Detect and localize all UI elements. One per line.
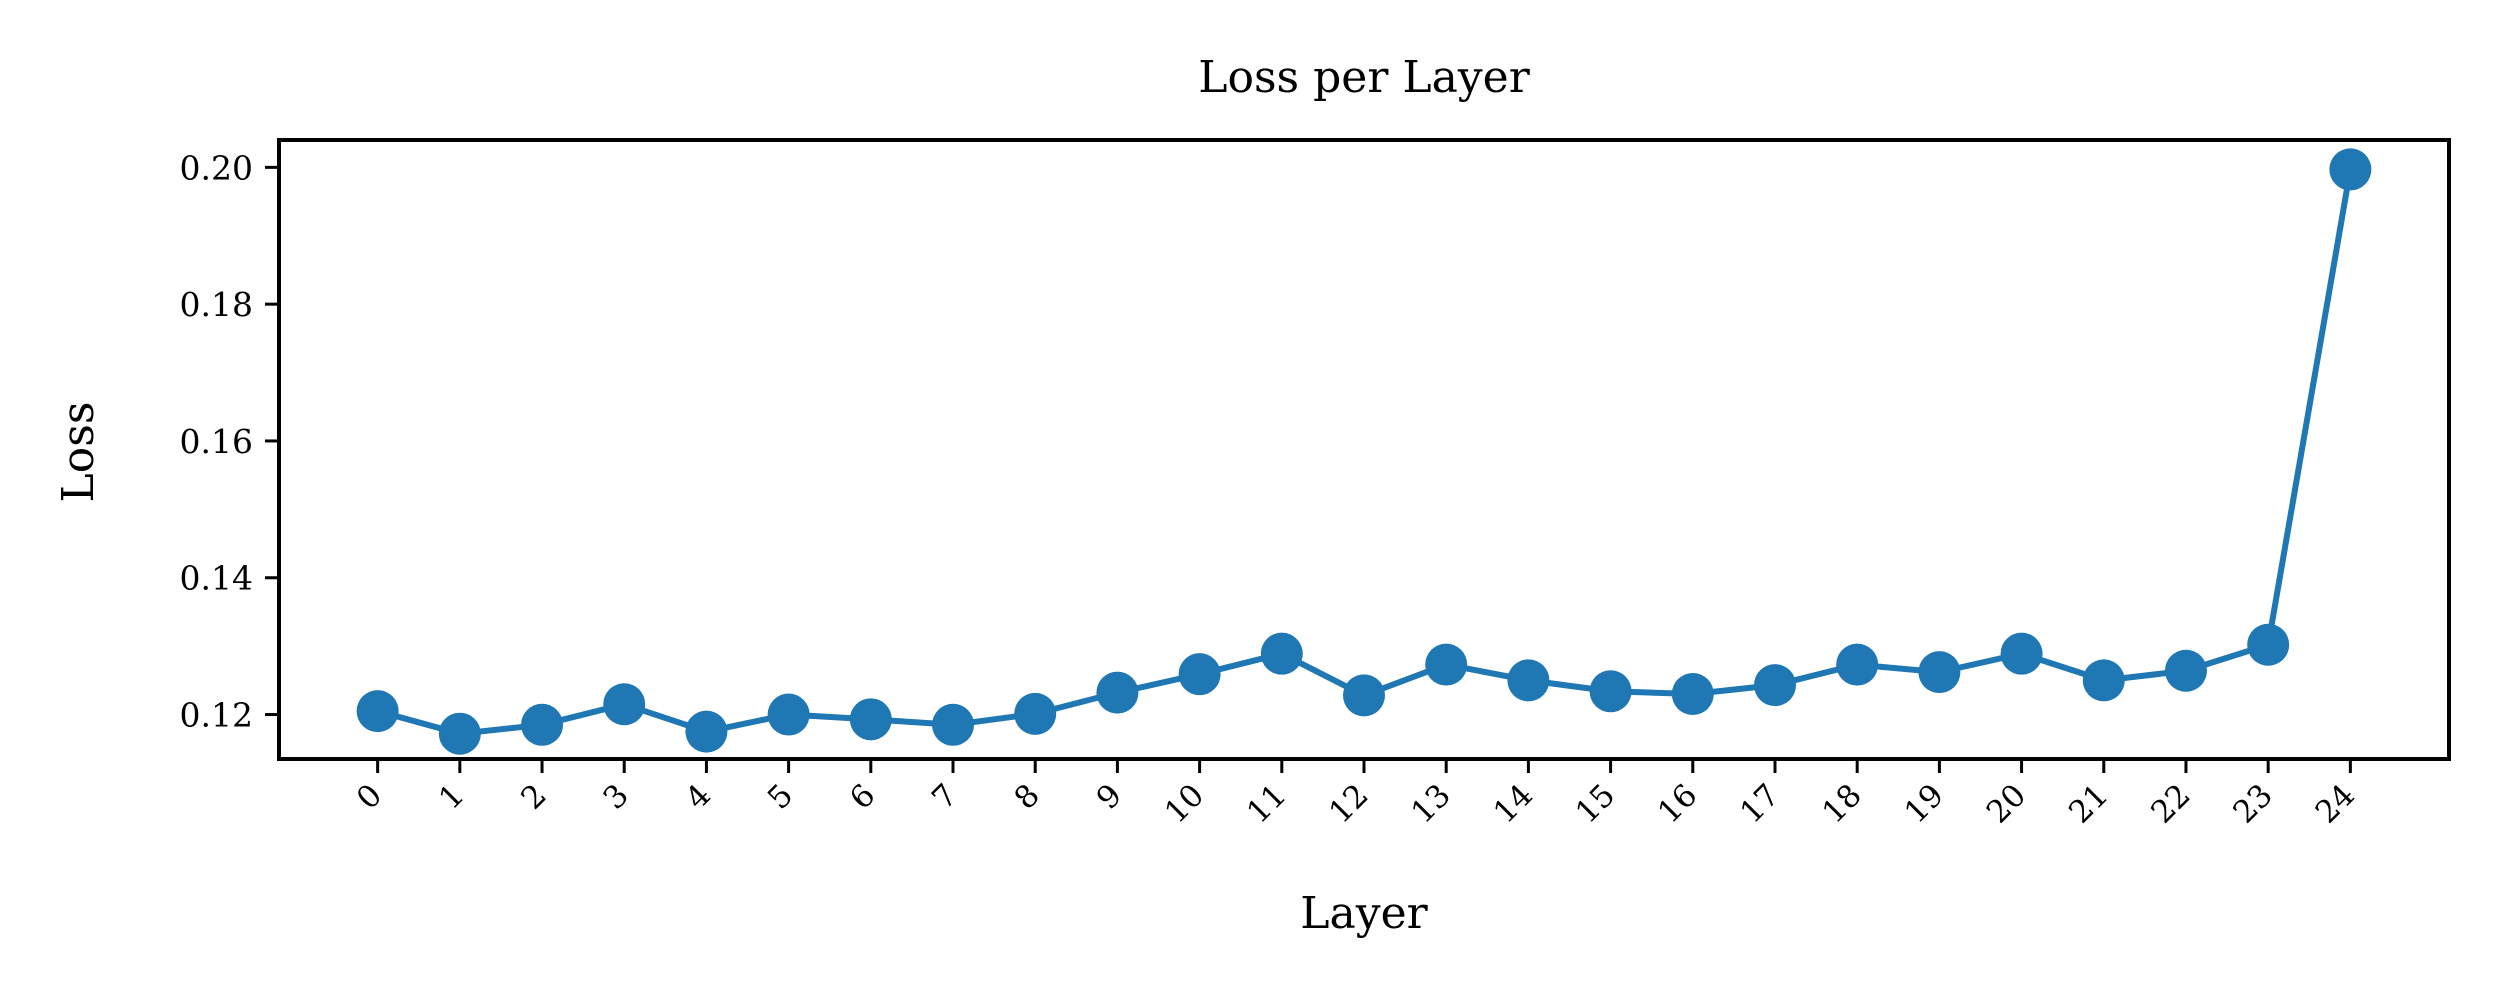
data-point (603, 683, 646, 726)
data-point (1589, 670, 1632, 713)
data-point (356, 690, 399, 733)
data-point (767, 693, 810, 736)
data-point (1671, 673, 1714, 716)
data-point (438, 712, 481, 755)
data-point (849, 698, 892, 741)
y-axis-label: Loss (53, 402, 104, 503)
data-point (1918, 651, 1961, 694)
y-tick-label: 0.20 (180, 148, 253, 187)
y-tick-label: 0.12 (180, 696, 253, 735)
x-axis-label: Layer (1300, 888, 1428, 939)
y-tick-label: 0.14 (180, 559, 253, 598)
data-series (356, 148, 2372, 755)
data-point (1753, 664, 1796, 707)
y-axis-ticks: 0.12 0.14 0.16 0.18 0.20 (180, 148, 279, 735)
data-point (521, 703, 564, 746)
data-point (2164, 649, 2207, 692)
y-tick-label: 0.18 (180, 285, 253, 324)
data-point (2247, 623, 2290, 666)
data-point (1178, 653, 1221, 696)
data-point (1014, 692, 1057, 735)
data-point (1096, 671, 1139, 714)
data-point (1260, 632, 1303, 675)
data-point (2082, 659, 2125, 702)
data-point (1343, 674, 1385, 717)
data-point (2000, 632, 2043, 675)
data-point (1507, 659, 1550, 702)
y-tick-label: 0.16 (180, 422, 253, 461)
plot-area-frame (277, 138, 2451, 761)
data-point (685, 710, 728, 753)
data-point (2329, 148, 2372, 191)
data-point (1425, 643, 1468, 686)
data-point (932, 703, 975, 746)
chart-title: Loss per Layer (1198, 52, 1530, 103)
data-point (1836, 643, 1879, 686)
